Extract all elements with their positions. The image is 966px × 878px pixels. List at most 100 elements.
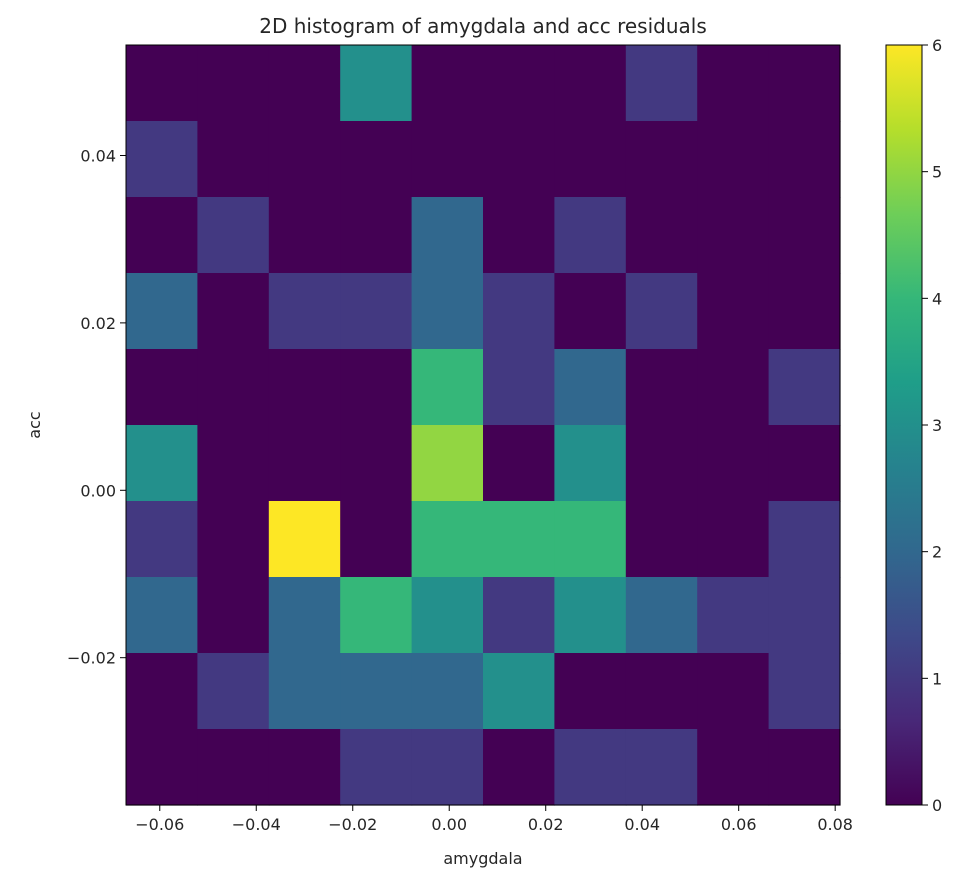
colorbar-tick-label: 0 [932,796,942,815]
x-tick-label: −0.04 [232,815,281,834]
heatmap-cell [554,425,627,502]
colorbar-ticks: 0 1 2 3 4 5 6 [922,36,942,815]
heatmap-cell [411,273,484,350]
heatmap-cell [411,197,484,274]
heatmap-cell [340,425,413,502]
heatmap-cell [340,653,413,730]
heatmap-cell [197,501,270,578]
plot-frame [125,44,841,806]
heatmap-cell [625,729,698,806]
heatmap-cell [340,577,413,654]
heatmap-cell [268,577,341,654]
y-tick-label: 0.04 [80,146,116,165]
heatmap-cell [126,653,198,730]
heatmap-cell [554,121,627,198]
heatmap-cell [697,197,770,274]
heatmap-cell [697,349,770,426]
heatmap-cell [197,197,270,274]
y-tick-label: 0.02 [80,314,116,333]
heatmap-cell [483,729,555,806]
heatmap-cell [411,349,484,426]
heatmap-cell [697,729,770,806]
heatmap-cell [126,273,198,350]
heatmap-cell [268,45,341,122]
heatmap-cell [268,425,341,502]
y-axis-ticks: −0.02 0.00 0.02 0.04 [67,146,126,668]
heatmap-cell [340,729,413,806]
heatmap-cell [411,577,484,654]
heatmap-cell [768,273,841,350]
heatmap-cell [554,273,627,350]
heatmap-cell [411,653,484,730]
heatmap-cell [197,729,270,806]
x-tick-label: 0.08 [817,815,853,834]
heatmap-cell [411,45,484,122]
heatmap-cell [625,349,698,426]
heatmap-cell [768,425,841,502]
heatmap-cell [483,349,555,426]
x-tick-label: −0.02 [328,815,377,834]
x-tick-label: −0.06 [135,815,184,834]
heatmap-cell [697,121,770,198]
colorbar-tick-label: 1 [932,669,942,688]
heatmap-cell [625,121,698,198]
colorbar-tick-label: 6 [932,36,942,55]
heatmap-cell [268,197,341,274]
heatmap-cell [126,349,198,426]
heatmap-cell [483,577,555,654]
chart-title: 2D histogram of amygdala and acc residua… [259,14,707,38]
heatmap-cell [554,45,627,122]
heatmap-cell [197,121,270,198]
heatmap-cell [268,501,341,578]
heatmap-cell [483,425,555,502]
heatmap-cell [340,501,413,578]
heatmap-cell [768,729,841,806]
colorbar-tick-label: 2 [932,543,942,562]
heatmap-cell [340,45,413,122]
heatmap-cell [768,197,841,274]
y-axis-label: acc [25,411,44,438]
heatmap-cells [126,45,841,806]
heatmap-cell [411,729,484,806]
heatmap-cell [126,45,198,122]
x-axis-label: amygdala [443,849,522,868]
heatmap-cell [697,425,770,502]
x-tick-label: 0.00 [431,815,467,834]
heatmap-cell [554,349,627,426]
heatmap-cell [554,729,627,806]
heatmap-cell [768,121,841,198]
heatmap-cell [554,577,627,654]
heatmap-cell [340,197,413,274]
heatmap-cell [483,197,555,274]
y-tick-label: −0.02 [67,649,116,668]
heatmap-cell [768,349,841,426]
heatmap-cell [697,653,770,730]
heatmap-cell [126,577,198,654]
heatmap-cell [126,501,198,578]
heatmap-cell [554,501,627,578]
heatmap-cell [197,45,270,122]
colorbar-tick-label: 4 [932,289,942,308]
heatmap-cell [625,501,698,578]
heatmap-cell [625,45,698,122]
x-axis-ticks: −0.06 −0.04 −0.02 0.00 0.02 0.04 0.06 0.08 [135,805,853,834]
heatmap-cell [697,273,770,350]
heatmap-cell [197,653,270,730]
heatmap-cell [197,577,270,654]
heatmap-cell [411,425,484,502]
heatmap-cell [126,197,198,274]
heatmap-cell [554,653,627,730]
heatmap-cell [625,653,698,730]
heatmap-cell [411,501,484,578]
y-tick-label: 0.00 [80,481,116,500]
heatmap-cell [768,45,841,122]
heatmap-cell [268,653,341,730]
heatmap-cell [268,273,341,350]
heatmap-cell [554,197,627,274]
heatmap-cell [697,45,770,122]
heatmap-cell [483,45,555,122]
heatmap-cell [268,349,341,426]
heatmap-cell [483,501,555,578]
x-tick-label: 0.06 [721,815,757,834]
heatmap-cell [197,425,270,502]
